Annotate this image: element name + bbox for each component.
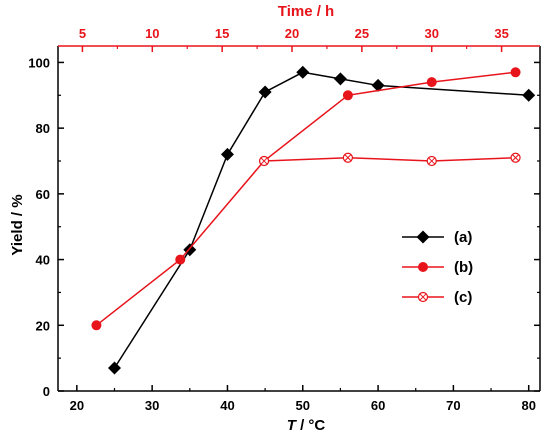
series-b-line [95, 71, 516, 326]
x-tick-label: 40 [220, 398, 234, 413]
legend-b: (b) [402, 259, 473, 276]
marker-cross [260, 157, 268, 165]
plot-frame [57, 45, 541, 392]
x-tick-label: 80 [521, 398, 535, 413]
x2-tick-label: 35 [494, 26, 508, 41]
x-axis-title: T / °C [287, 417, 326, 434]
x2-tick-label: 30 [424, 26, 438, 41]
legend-c-label: (c) [454, 289, 472, 306]
series-a-point [107, 361, 121, 375]
series-b-point [426, 77, 437, 88]
x-axis: 20 30 40 50 60 70 80 [70, 385, 536, 413]
marker-cross [512, 154, 520, 162]
x-tick-label: 50 [296, 398, 310, 413]
legend-a-label: (a) [454, 229, 472, 246]
y-axis-title: Yield / % [9, 194, 26, 255]
x-tick-label: 30 [145, 398, 159, 413]
series-a [107, 65, 536, 375]
x2-axis-title: Time / h [278, 3, 334, 20]
legend-c: (c) [402, 289, 472, 306]
series-layer [91, 65, 536, 375]
legend-b-label: (b) [454, 259, 473, 276]
series-a-point [183, 243, 197, 257]
series-c [258, 152, 521, 167]
legend: (a) (b) (c) [402, 229, 473, 306]
series-a-point [258, 85, 272, 99]
x-tick-label: 20 [70, 398, 84, 413]
series-a-line [113, 71, 529, 369]
series-a-point [522, 88, 536, 102]
x2-tick-label: 15 [215, 26, 229, 41]
series-a-point [333, 72, 347, 86]
legend-c-marker [417, 291, 429, 303]
series-c-line [264, 156, 516, 162]
y-tick-label: 20 [36, 318, 50, 333]
x-axis-title-unit: / °C [296, 417, 326, 434]
x-axis-title-variable: T [287, 417, 298, 434]
x2-axis: 5 10 15 20 25 30 35 [79, 26, 509, 52]
series-c-point [426, 155, 437, 167]
series-b-point [510, 67, 521, 78]
series-c-point [342, 152, 353, 163]
legend-a: (a) [402, 229, 472, 246]
x2-tick-label: 25 [355, 26, 369, 41]
marker-cross [419, 293, 427, 301]
marker-cross [428, 157, 436, 165]
x-tick-label: 60 [371, 398, 385, 413]
series-a-point [296, 65, 310, 79]
series-a-point [220, 147, 234, 161]
series-c-point [258, 155, 270, 167]
legend-a-marker [416, 230, 430, 244]
marker-cross [344, 154, 352, 162]
y-tick-label: 60 [36, 187, 50, 202]
x2-tick-label: 5 [79, 26, 86, 41]
series-b-point [342, 90, 353, 101]
x2-tick-label: 20 [285, 26, 299, 41]
y-tick-label: 0 [43, 384, 50, 399]
series-c-point [510, 152, 521, 163]
x2-tick-label: 10 [145, 26, 159, 41]
y-axis: 0 20 40 60 80 100 [28, 55, 540, 399]
series-a-point [371, 78, 385, 92]
legend-b-marker [418, 262, 428, 272]
series-b-point [91, 320, 102, 331]
y-tick-label: 100 [28, 55, 50, 70]
y-tick-label: 80 [36, 121, 50, 136]
y-tick-label: 40 [36, 253, 50, 268]
series-b-point [175, 254, 186, 265]
x-tick-label: 70 [446, 398, 460, 413]
